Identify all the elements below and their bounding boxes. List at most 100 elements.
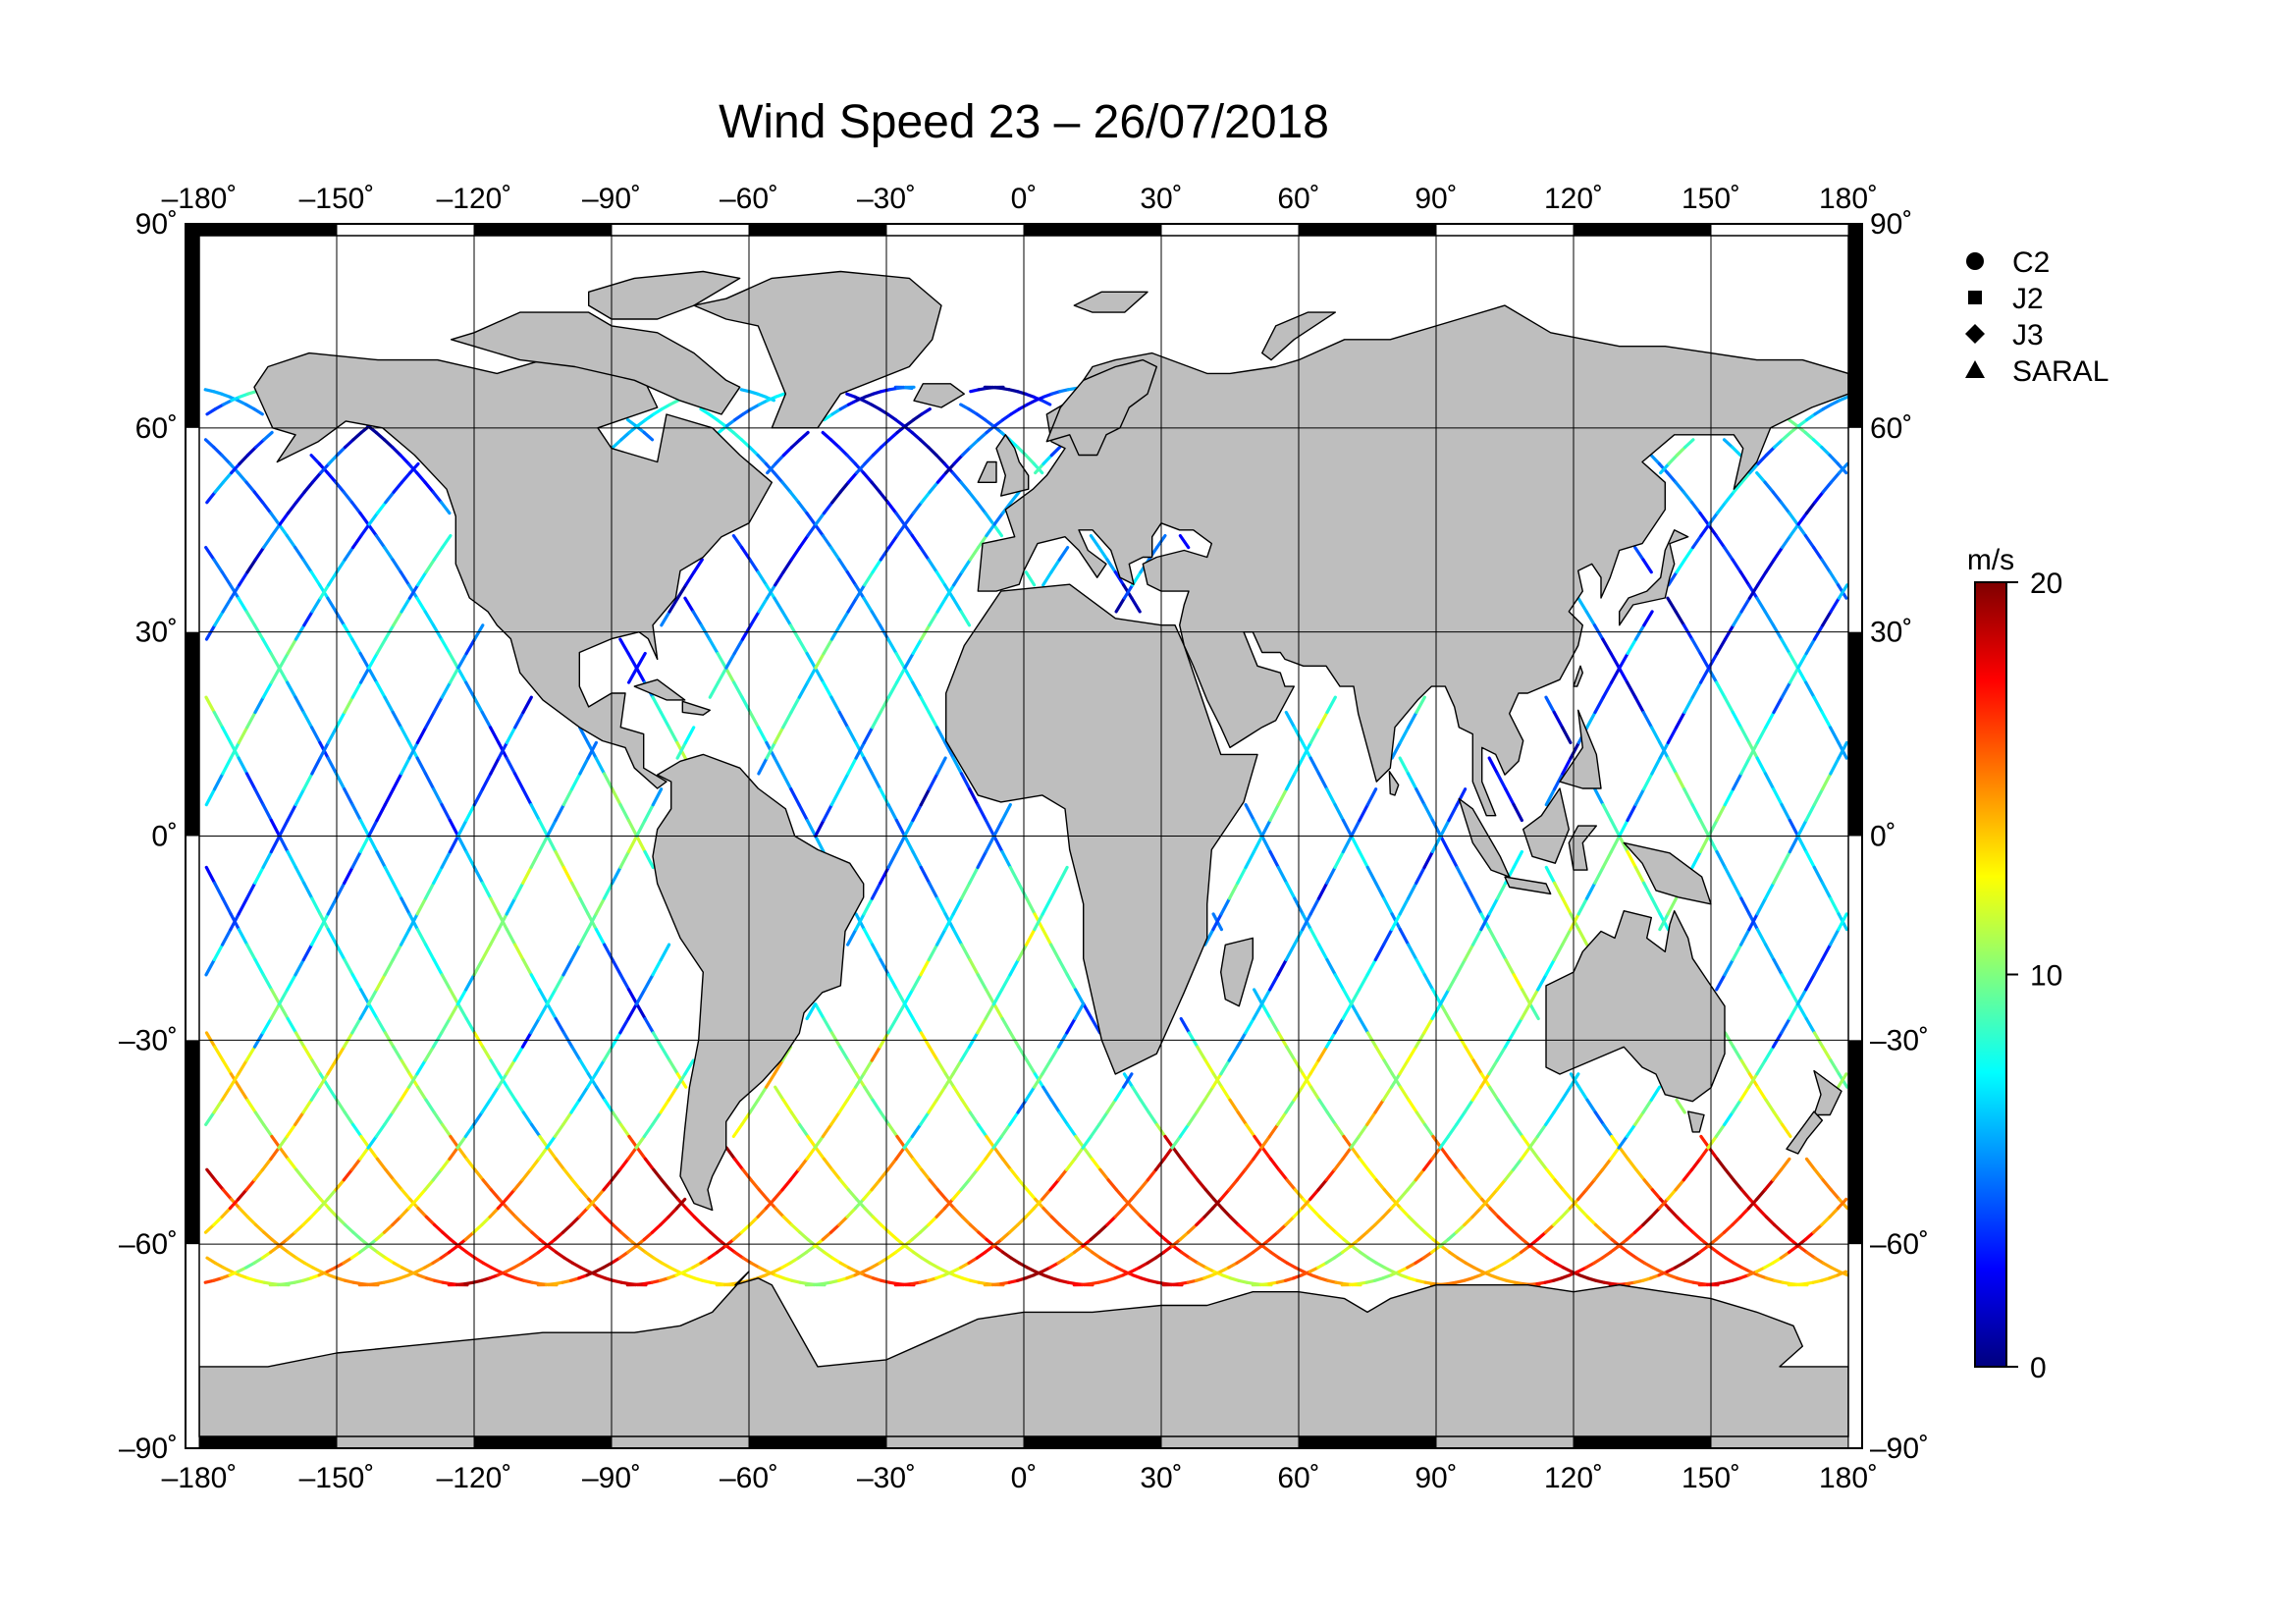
track-segment bbox=[392, 772, 403, 791]
track-segment bbox=[805, 666, 818, 684]
track-segment bbox=[1649, 1085, 1662, 1102]
track-segment bbox=[440, 1016, 452, 1035]
track-segment bbox=[830, 1167, 842, 1182]
track-segment bbox=[975, 1250, 988, 1260]
track-segment bbox=[1781, 1230, 1792, 1242]
track-segment bbox=[789, 1222, 802, 1234]
track-segment bbox=[432, 787, 444, 807]
track-segment bbox=[562, 1256, 574, 1266]
track-segment bbox=[1780, 1016, 1791, 1035]
track-segment bbox=[903, 511, 916, 526]
track-segment bbox=[1772, 438, 1785, 450]
track-segment bbox=[1147, 1222, 1159, 1234]
track-segment bbox=[1820, 710, 1833, 730]
track-segment bbox=[1731, 943, 1743, 962]
track-segment bbox=[456, 834, 468, 854]
track-segment bbox=[309, 570, 322, 587]
track-segment bbox=[327, 1206, 339, 1218]
track-segment bbox=[546, 1244, 559, 1255]
track-segment bbox=[1780, 637, 1791, 656]
track-segment bbox=[1057, 1222, 1070, 1234]
track-segment bbox=[1358, 973, 1369, 992]
track-segment bbox=[1016, 1215, 1028, 1227]
track-segment bbox=[1210, 1072, 1223, 1089]
track-segment bbox=[261, 849, 273, 870]
track-segment bbox=[935, 896, 947, 916]
track-segment bbox=[1512, 1122, 1524, 1139]
track-segment bbox=[797, 680, 810, 699]
track-segment bbox=[1091, 1250, 1102, 1260]
track-segment bbox=[343, 695, 354, 715]
track-segment bbox=[520, 1167, 533, 1182]
track-segment bbox=[960, 1098, 972, 1114]
lon-tick-label-top: –60˚ bbox=[720, 183, 778, 215]
track-segment bbox=[1803, 533, 1816, 550]
track-segment bbox=[626, 988, 639, 1006]
track-segment bbox=[1585, 1215, 1598, 1227]
track-segment bbox=[1723, 695, 1735, 715]
track-segment bbox=[228, 1197, 240, 1211]
track-segment bbox=[1090, 1157, 1102, 1171]
lon-tick-label-bottom: 60˚ bbox=[1277, 1462, 1319, 1494]
track-segment bbox=[1082, 1002, 1094, 1021]
track-segment bbox=[1049, 1215, 1062, 1227]
track-segment bbox=[1301, 912, 1312, 932]
track-segment bbox=[733, 1250, 745, 1260]
track-segment bbox=[399, 1206, 410, 1218]
track-segment bbox=[1244, 849, 1256, 870]
track-segment bbox=[1788, 511, 1799, 526]
track-segment bbox=[1390, 912, 1402, 932]
track-segment bbox=[1366, 1167, 1378, 1182]
track-segment bbox=[1763, 881, 1776, 900]
track-segment bbox=[1211, 912, 1223, 932]
track-segment bbox=[871, 445, 883, 458]
track-segment bbox=[245, 558, 257, 574]
track-segment bbox=[586, 912, 598, 932]
track-segment bbox=[1325, 1110, 1338, 1127]
track-segment bbox=[577, 726, 590, 745]
track-segment bbox=[1292, 1085, 1305, 1102]
track-segment bbox=[618, 1122, 631, 1139]
legend-item-j2: J2 bbox=[1968, 283, 2044, 315]
track-segment bbox=[367, 511, 380, 526]
track-segment bbox=[1064, 1157, 1077, 1171]
track-segment bbox=[1122, 583, 1135, 600]
track-segment bbox=[1667, 570, 1679, 587]
track-segment bbox=[261, 1016, 273, 1035]
track-segment bbox=[911, 849, 923, 870]
track-segment bbox=[1811, 1222, 1824, 1234]
track-segment bbox=[1040, 399, 1052, 406]
track-segment bbox=[651, 787, 664, 807]
track-segment bbox=[1755, 927, 1768, 947]
track-segment bbox=[1317, 1215, 1330, 1227]
track-segment bbox=[1350, 1146, 1362, 1162]
track-segment bbox=[392, 881, 403, 900]
track-segment bbox=[1626, 849, 1637, 870]
track-segment bbox=[1537, 1250, 1549, 1260]
track-segment bbox=[1625, 1122, 1637, 1139]
land-polygon bbox=[1504, 876, 1552, 895]
track-segment bbox=[895, 522, 907, 538]
track-segment bbox=[1682, 787, 1694, 807]
track-segment bbox=[1813, 490, 1825, 505]
track-segment bbox=[756, 454, 769, 465]
track-segment bbox=[1837, 740, 1848, 760]
track-segment bbox=[424, 1215, 437, 1227]
track-segment bbox=[774, 1085, 785, 1102]
track-segment bbox=[569, 881, 582, 900]
square-marker-icon bbox=[1968, 291, 1982, 304]
track-segment bbox=[1698, 1146, 1710, 1162]
track-segment bbox=[1316, 881, 1329, 900]
track-segment bbox=[1487, 927, 1500, 947]
track-segment bbox=[1763, 772, 1776, 791]
track-segment bbox=[244, 480, 256, 494]
track-segment bbox=[521, 1110, 534, 1127]
track-segment bbox=[350, 637, 362, 656]
track-segment bbox=[780, 480, 792, 494]
track-segment bbox=[919, 865, 932, 885]
track-segment bbox=[203, 1222, 216, 1234]
track-segment bbox=[611, 865, 622, 885]
track-segment bbox=[424, 558, 436, 574]
track-segment bbox=[366, 666, 379, 684]
track-segment bbox=[1188, 1256, 1200, 1266]
